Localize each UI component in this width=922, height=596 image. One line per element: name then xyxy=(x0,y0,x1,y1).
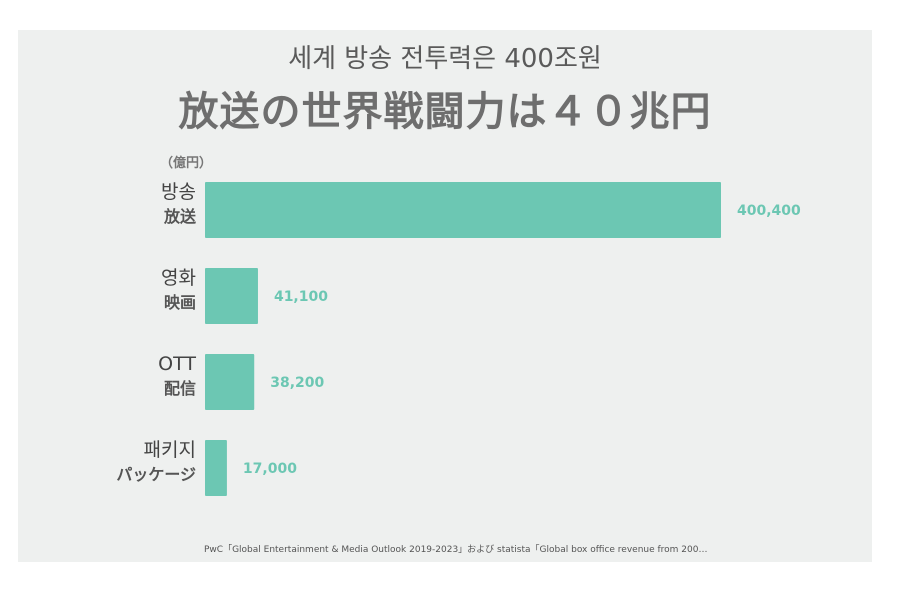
source-note: PwC「Global Entertainment & Media Outlook… xyxy=(204,545,708,555)
bar-1 xyxy=(205,268,258,324)
category-label-ja-3: パッケージ xyxy=(116,465,196,484)
bar-0 xyxy=(205,182,721,238)
category-label-ko-1: 영화 xyxy=(161,267,196,289)
category-label-ja-2: 配信 xyxy=(164,379,196,398)
value-label-3: 17,000 xyxy=(243,461,297,477)
category-label-ko-0: 방송 xyxy=(161,181,196,203)
unit-label: （億円） xyxy=(160,156,213,171)
bar-chart: 400,400 방송 放送 41,100 영화 映画 38,200 OTT 配信 17,000 패키… xyxy=(116,181,801,496)
bar-2 xyxy=(205,354,255,410)
value-label-2: 38,200 xyxy=(270,375,324,391)
category-label-ja-0: 放送 xyxy=(163,207,197,226)
category-label-ja-1: 映画 xyxy=(164,293,196,312)
chart-title-korean: 세계 방송 전투력은 400조원 xyxy=(288,44,602,74)
value-label-1: 41,100 xyxy=(274,289,328,305)
category-label-ko-2: OTT xyxy=(158,353,196,375)
value-label-0: 400,400 xyxy=(737,203,801,219)
chart-title-japanese: 放送の世界戦闘力は４０兆円 xyxy=(178,89,712,135)
category-label-ko-3: 패키지 xyxy=(144,439,196,461)
bar-3 xyxy=(205,440,227,496)
chart-panel: 세계 방송 전투력은 400조원 放送の世界戦闘力は４０兆円 （億円） 400,… xyxy=(18,30,872,562)
